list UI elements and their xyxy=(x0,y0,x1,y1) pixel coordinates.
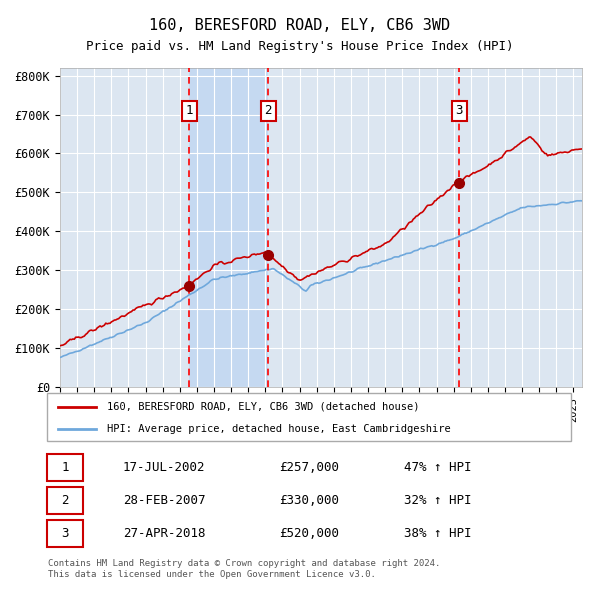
Text: 3: 3 xyxy=(455,104,463,117)
Bar xyxy=(47,487,83,514)
Text: 38% ↑ HPI: 38% ↑ HPI xyxy=(404,527,472,540)
Text: 2: 2 xyxy=(265,104,272,117)
Text: 160, BERESFORD ROAD, ELY, CB6 3WD (detached house): 160, BERESFORD ROAD, ELY, CB6 3WD (detac… xyxy=(107,402,419,412)
Text: Contains HM Land Registry data © Crown copyright and database right 2024.
This d: Contains HM Land Registry data © Crown c… xyxy=(48,559,440,579)
Text: HPI: Average price, detached house, East Cambridgeshire: HPI: Average price, detached house, East… xyxy=(107,424,451,434)
Text: 17-JUL-2002: 17-JUL-2002 xyxy=(123,461,205,474)
Text: 1: 1 xyxy=(185,104,193,117)
Text: 2: 2 xyxy=(61,494,69,507)
Text: £330,000: £330,000 xyxy=(280,494,340,507)
Text: 3: 3 xyxy=(61,527,69,540)
Bar xyxy=(47,520,83,547)
Text: 1: 1 xyxy=(61,461,69,474)
Text: 32% ↑ HPI: 32% ↑ HPI xyxy=(404,494,472,507)
Text: £520,000: £520,000 xyxy=(280,527,340,540)
Text: £257,000: £257,000 xyxy=(280,461,340,474)
Bar xyxy=(189,68,268,387)
Text: 27-APR-2018: 27-APR-2018 xyxy=(123,527,205,540)
Bar xyxy=(47,454,83,481)
Text: Price paid vs. HM Land Registry's House Price Index (HPI): Price paid vs. HM Land Registry's House … xyxy=(86,40,514,53)
Text: 28-FEB-2007: 28-FEB-2007 xyxy=(123,494,205,507)
Text: 47% ↑ HPI: 47% ↑ HPI xyxy=(404,461,472,474)
Text: 160, BERESFORD ROAD, ELY, CB6 3WD: 160, BERESFORD ROAD, ELY, CB6 3WD xyxy=(149,18,451,32)
